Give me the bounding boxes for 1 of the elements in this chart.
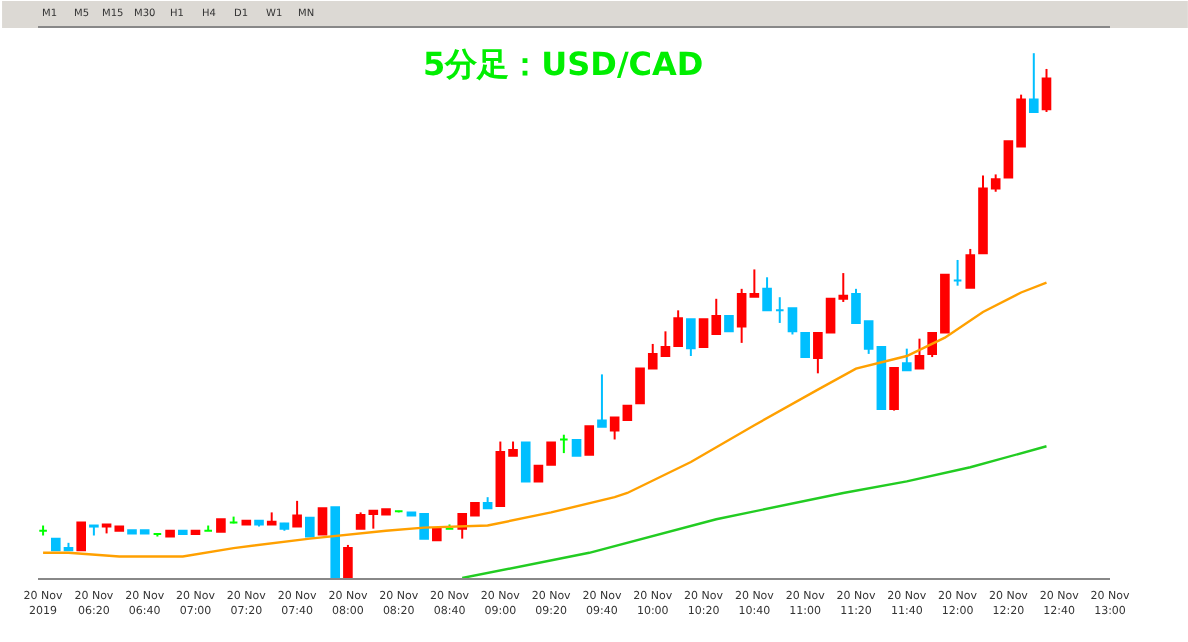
chart-title: 5分足：USD/CAD	[423, 45, 704, 84]
